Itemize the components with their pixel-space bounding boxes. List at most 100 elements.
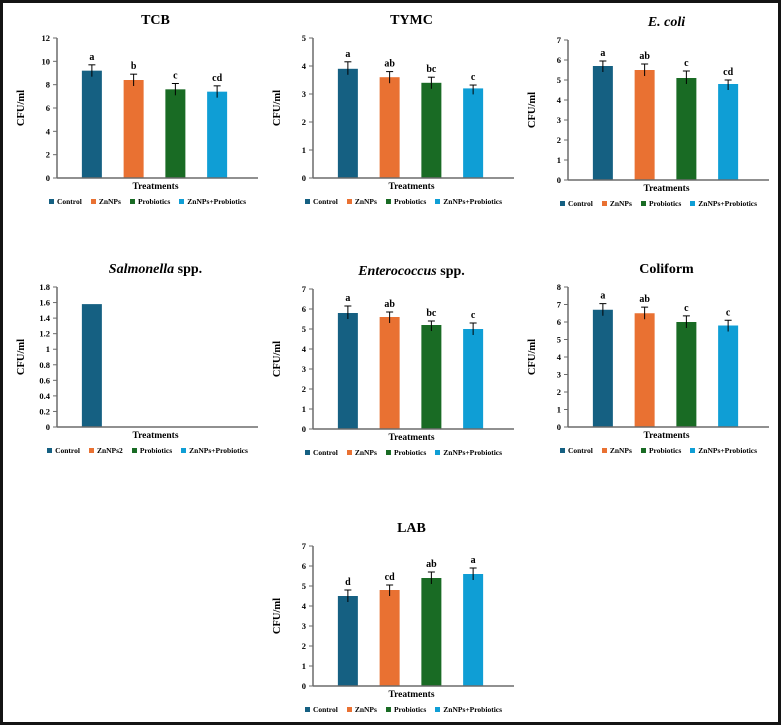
legend-swatch-icon — [304, 450, 310, 455]
bar-probiotics — [165, 89, 186, 178]
bar-znnps+probiotics — [463, 329, 484, 429]
y-tick-label: 0 — [46, 422, 50, 431]
sig-letter: a — [345, 49, 350, 60]
sig-letter: c — [173, 71, 178, 82]
sig-letter: c — [471, 310, 476, 321]
legend-swatch-icon — [690, 448, 696, 453]
y-tick-label: 0.6 — [39, 375, 50, 385]
legend-label: Control — [56, 197, 82, 206]
sig-letter: c — [471, 72, 476, 83]
sig-letter: ab — [639, 51, 650, 62]
chart-plot: 0 1 2 3 4 5 6 7 a ab c cd CFU/ml — [527, 35, 769, 184]
chart-title: Coliform — [524, 260, 771, 279]
legend-item: Control — [304, 705, 338, 714]
y-tick-label: 1 — [302, 145, 306, 155]
y-tick-label: 1.4 — [39, 313, 50, 323]
x-axis-label: Treatments — [132, 431, 179, 441]
bar-probiotics — [421, 325, 442, 429]
chart-title-text: spp. — [436, 264, 465, 279]
legend-item: Probiotics — [640, 446, 681, 455]
y-axis-label: CFU/ml — [527, 92, 538, 128]
x-axis-label: Treatments — [388, 690, 435, 700]
legend-swatch-icon — [559, 201, 565, 206]
bar-control — [337, 313, 358, 429]
y-tick-label: 4 — [302, 601, 307, 611]
legend-swatch-icon — [90, 199, 96, 204]
x-axis-label: Treatments — [132, 182, 179, 192]
legend-swatch-icon — [690, 201, 696, 206]
legend-label: Probiotics — [393, 448, 427, 457]
chart-title-text: TCB — [141, 13, 170, 28]
y-tick-label: 12 — [42, 33, 51, 43]
legend-swatch-icon — [346, 450, 352, 455]
legend-label: ZnNPs+Probiotics — [443, 448, 503, 457]
legend-label: Control — [312, 705, 338, 714]
sig-letter: ab — [384, 59, 395, 70]
chart-title-text: TYMC — [390, 13, 433, 28]
chart-title-text: LAB — [397, 521, 426, 536]
y-tick-label: 6 — [46, 103, 50, 113]
y-tick-label: 0 — [302, 681, 306, 690]
legend-item: ZnNPs+Probiotics — [435, 448, 502, 457]
y-axis-label: CFU/ml — [272, 90, 283, 126]
x-axis-label: Treatments — [388, 433, 435, 443]
bar-control — [81, 70, 102, 178]
bar-znnps+probiotics — [718, 325, 739, 427]
legend-item: Probiotics — [385, 448, 427, 457]
chart-title: Enterococcus spp. — [269, 262, 516, 281]
sig-letter: c — [684, 303, 689, 314]
legend-item: ZnNPs — [346, 448, 377, 457]
bar-znnps — [379, 590, 400, 686]
legend-label: Probiotics — [139, 446, 173, 455]
legend-item: Control — [559, 199, 593, 208]
bar-control — [592, 66, 613, 180]
y-tick-label: 5 — [302, 33, 306, 43]
legend-item: ZnNPs — [90, 197, 121, 206]
y-tick-label: 4 — [302, 61, 307, 71]
legend-swatch-icon — [304, 707, 310, 712]
y-tick-label: 3 — [302, 621, 306, 631]
bar-znnps — [634, 70, 655, 180]
legend-swatch-icon — [129, 199, 135, 204]
legend-item: ZnNPs+Probiotics — [435, 705, 502, 714]
legend-label: Control — [567, 199, 593, 208]
legend-item: ZnNPs — [601, 199, 632, 208]
legend-swatch-icon — [640, 201, 646, 206]
y-tick-label: 7 — [557, 35, 562, 45]
legend-label: Control — [312, 197, 338, 206]
y-tick-label: 5 — [302, 324, 306, 334]
legend-swatch-icon — [304, 199, 310, 204]
chart-title-text: Enterococcus — [358, 264, 437, 279]
legend-label: Control — [567, 446, 593, 455]
bar-znnps — [379, 77, 400, 178]
legend-label: ZnNPs — [609, 199, 632, 208]
sig-letter: cd — [385, 572, 395, 583]
y-tick-label: 0.4 — [39, 391, 50, 401]
y-axis-label: CFU/ml — [16, 339, 27, 375]
sig-letter: c — [684, 58, 689, 69]
bar-znnps+probiotics — [463, 574, 484, 686]
chart-ecoli: E. coli 0 1 2 3 4 5 6 7 a ab c cd CFU/ml Treatments … — [524, 13, 771, 208]
chart-plot: 0 1 2 3 4 5 6 7 8 a ab c c CFU/ml — [527, 282, 769, 431]
chart-legend: Control ZnNPs Probiotics ZnNPs+Probiotics — [13, 197, 260, 206]
legend-item: Control — [47, 446, 80, 455]
legend-swatch-icon — [601, 201, 607, 206]
chart-plot: 0 0.2 0.4 0.6 0.8 1 1.2 1.4 1.6 1.8 CFU/ml — [16, 282, 258, 431]
y-axis-label: CFU/ml — [272, 598, 283, 634]
chart-title: E. coli — [524, 13, 771, 32]
chart-legend: Control ZnNPs Probiotics ZnNPs+Probiotics — [269, 197, 516, 206]
chart-legend: Control ZnNPs Probiotics ZnNPs+Probiotics — [269, 448, 516, 457]
legend-swatch-icon — [131, 448, 137, 453]
legend-swatch-icon — [559, 448, 565, 453]
legend-swatch-icon — [435, 707, 441, 712]
chart-title: TCB — [13, 11, 260, 30]
legend-item: Control — [559, 446, 593, 455]
y-tick-label: 7 — [302, 541, 307, 551]
y-tick-label: 2 — [46, 150, 50, 160]
chart-legend: Control ZnNPs Probiotics ZnNPs+Probiotics — [524, 199, 771, 208]
sig-letter: a — [600, 48, 605, 59]
y-tick-label: 8 — [46, 80, 50, 90]
bar-znnps+probiotics — [207, 91, 228, 178]
sig-letter: d — [345, 577, 351, 588]
